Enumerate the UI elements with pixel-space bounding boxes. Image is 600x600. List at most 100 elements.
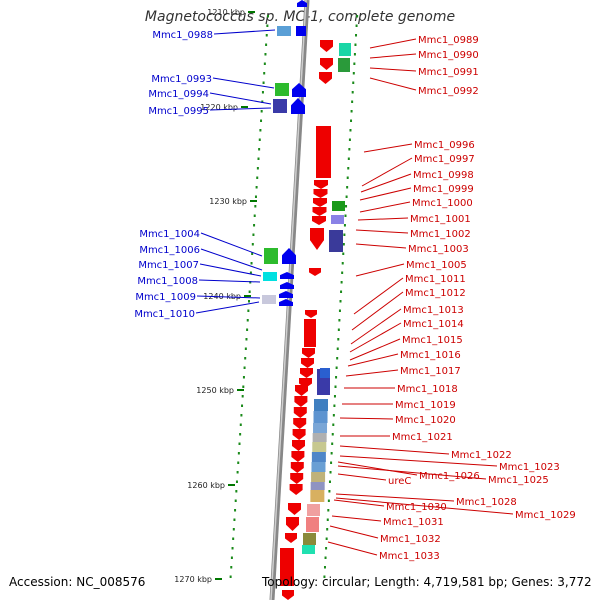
gene-block	[312, 442, 327, 452]
scale-dot	[261, 91, 264, 94]
scale-dot	[238, 442, 241, 445]
scale-dot	[328, 480, 331, 483]
scale-dot	[339, 300, 342, 303]
gene-arrow	[285, 533, 297, 543]
scale-dot	[242, 385, 245, 388]
label-callout-line	[349, 322, 402, 353]
gene-block	[314, 399, 328, 411]
gene-arrow	[297, 0, 307, 7]
scale-dot	[236, 471, 239, 474]
topology-text: Topology: circular; Length: 4,719,581 bp…	[262, 575, 592, 589]
scale-dot	[337, 338, 340, 341]
scale-dot	[340, 290, 343, 293]
label-callout-line	[369, 38, 417, 49]
scale-dot	[259, 129, 262, 132]
map-title: Magnetococcus sp. MC-1, complete genome	[144, 9, 456, 25]
scale-dot	[256, 167, 259, 170]
scale-dot	[252, 233, 255, 236]
scale-dot	[330, 461, 333, 464]
label-callout-line	[212, 77, 275, 89]
gene-arrow	[289, 484, 303, 495]
scale-dot	[342, 243, 345, 246]
scale-dot	[343, 224, 346, 227]
gene-arrow	[301, 358, 314, 368]
label-callout-line	[360, 173, 412, 193]
scale-dot	[352, 81, 355, 84]
scale-dot	[240, 414, 243, 417]
label-callout-line	[359, 201, 411, 213]
scale-dot	[242, 376, 245, 379]
gene-block	[262, 295, 276, 304]
scale-dot	[340, 281, 343, 284]
gene-block	[338, 58, 350, 72]
gene-block	[264, 248, 278, 264]
scale-dot	[348, 138, 351, 141]
left-gene-label: Mmc1_1007	[138, 260, 199, 271]
label-callout-line	[335, 497, 514, 515]
scale-dot	[246, 319, 249, 322]
right-gene-label: Mmc1_1033	[379, 551, 440, 562]
scale-dot	[354, 43, 357, 46]
label-callout-line	[198, 279, 261, 283]
label-callout-line	[357, 217, 409, 221]
scale-dot	[331, 433, 334, 436]
gene-arrow	[313, 198, 327, 207]
label-callout-line	[329, 525, 379, 539]
label-callout-line	[331, 515, 382, 522]
right-gene-label: Mmc1_0991	[418, 67, 479, 78]
scale-dot	[323, 566, 326, 569]
scale-dot	[262, 81, 265, 84]
scale-dot	[323, 575, 326, 578]
gene-features	[262, 0, 351, 600]
scale-dot	[249, 281, 252, 284]
scale-dot	[241, 404, 244, 407]
label-callout-line	[339, 445, 450, 455]
right-gene-label: Mmc1_0990	[418, 50, 479, 61]
right-gene-label: Mmc1_1025	[488, 475, 549, 486]
scale-dot	[337, 328, 340, 331]
gene-arrow	[319, 72, 332, 84]
scale-dot	[266, 24, 269, 27]
left-gene-label: Mmc1_0994	[148, 89, 209, 100]
scale-dot	[350, 110, 353, 113]
scale-dot	[229, 575, 232, 578]
genome-backbone	[269, 0, 310, 600]
gene-arrow	[312, 216, 326, 225]
label-callout-line	[337, 465, 487, 480]
scale-label: 1270 kbp	[174, 575, 212, 584]
scale-label: 1230 kbp	[209, 197, 247, 206]
label-callout-line	[353, 277, 404, 315]
scale-dot	[326, 528, 329, 531]
right-gene-label: Mmc1_1032	[380, 534, 441, 545]
right-gene-label: Mmc1_1013	[403, 305, 464, 316]
scale-dot	[257, 157, 260, 160]
scale-dot	[264, 53, 267, 56]
label-callout-line	[361, 157, 413, 187]
label-callout-line	[199, 263, 262, 277]
scale-dot	[235, 490, 238, 493]
scale-dot	[254, 205, 257, 208]
left-gene-label: Mmc1_0988	[152, 30, 213, 41]
scale-dot	[265, 43, 268, 46]
gene-arrow	[290, 462, 304, 473]
scale-dot	[324, 556, 327, 559]
right-gene-label: Mmc1_1002	[410, 229, 471, 240]
scale-dot	[232, 537, 235, 540]
label-callout-line	[337, 473, 387, 481]
gene-block	[310, 490, 325, 502]
label-callout-line	[195, 301, 260, 314]
scale-dot	[249, 271, 252, 274]
right-gene-label: Mmc1_0997	[414, 154, 475, 165]
right-gene-label: Mmc1_0992	[418, 86, 479, 97]
gene-arrow	[292, 440, 305, 451]
scale-dot	[333, 404, 336, 407]
label-callout-line	[363, 143, 413, 153]
left-gene-label: Mmc1_0995	[148, 106, 209, 117]
scale-dot	[260, 110, 263, 113]
gene-arrow	[291, 451, 305, 462]
scale-dot	[346, 176, 349, 179]
scale-dot	[331, 442, 334, 445]
gene-arrow	[279, 299, 293, 306]
scale-dot	[342, 252, 345, 255]
